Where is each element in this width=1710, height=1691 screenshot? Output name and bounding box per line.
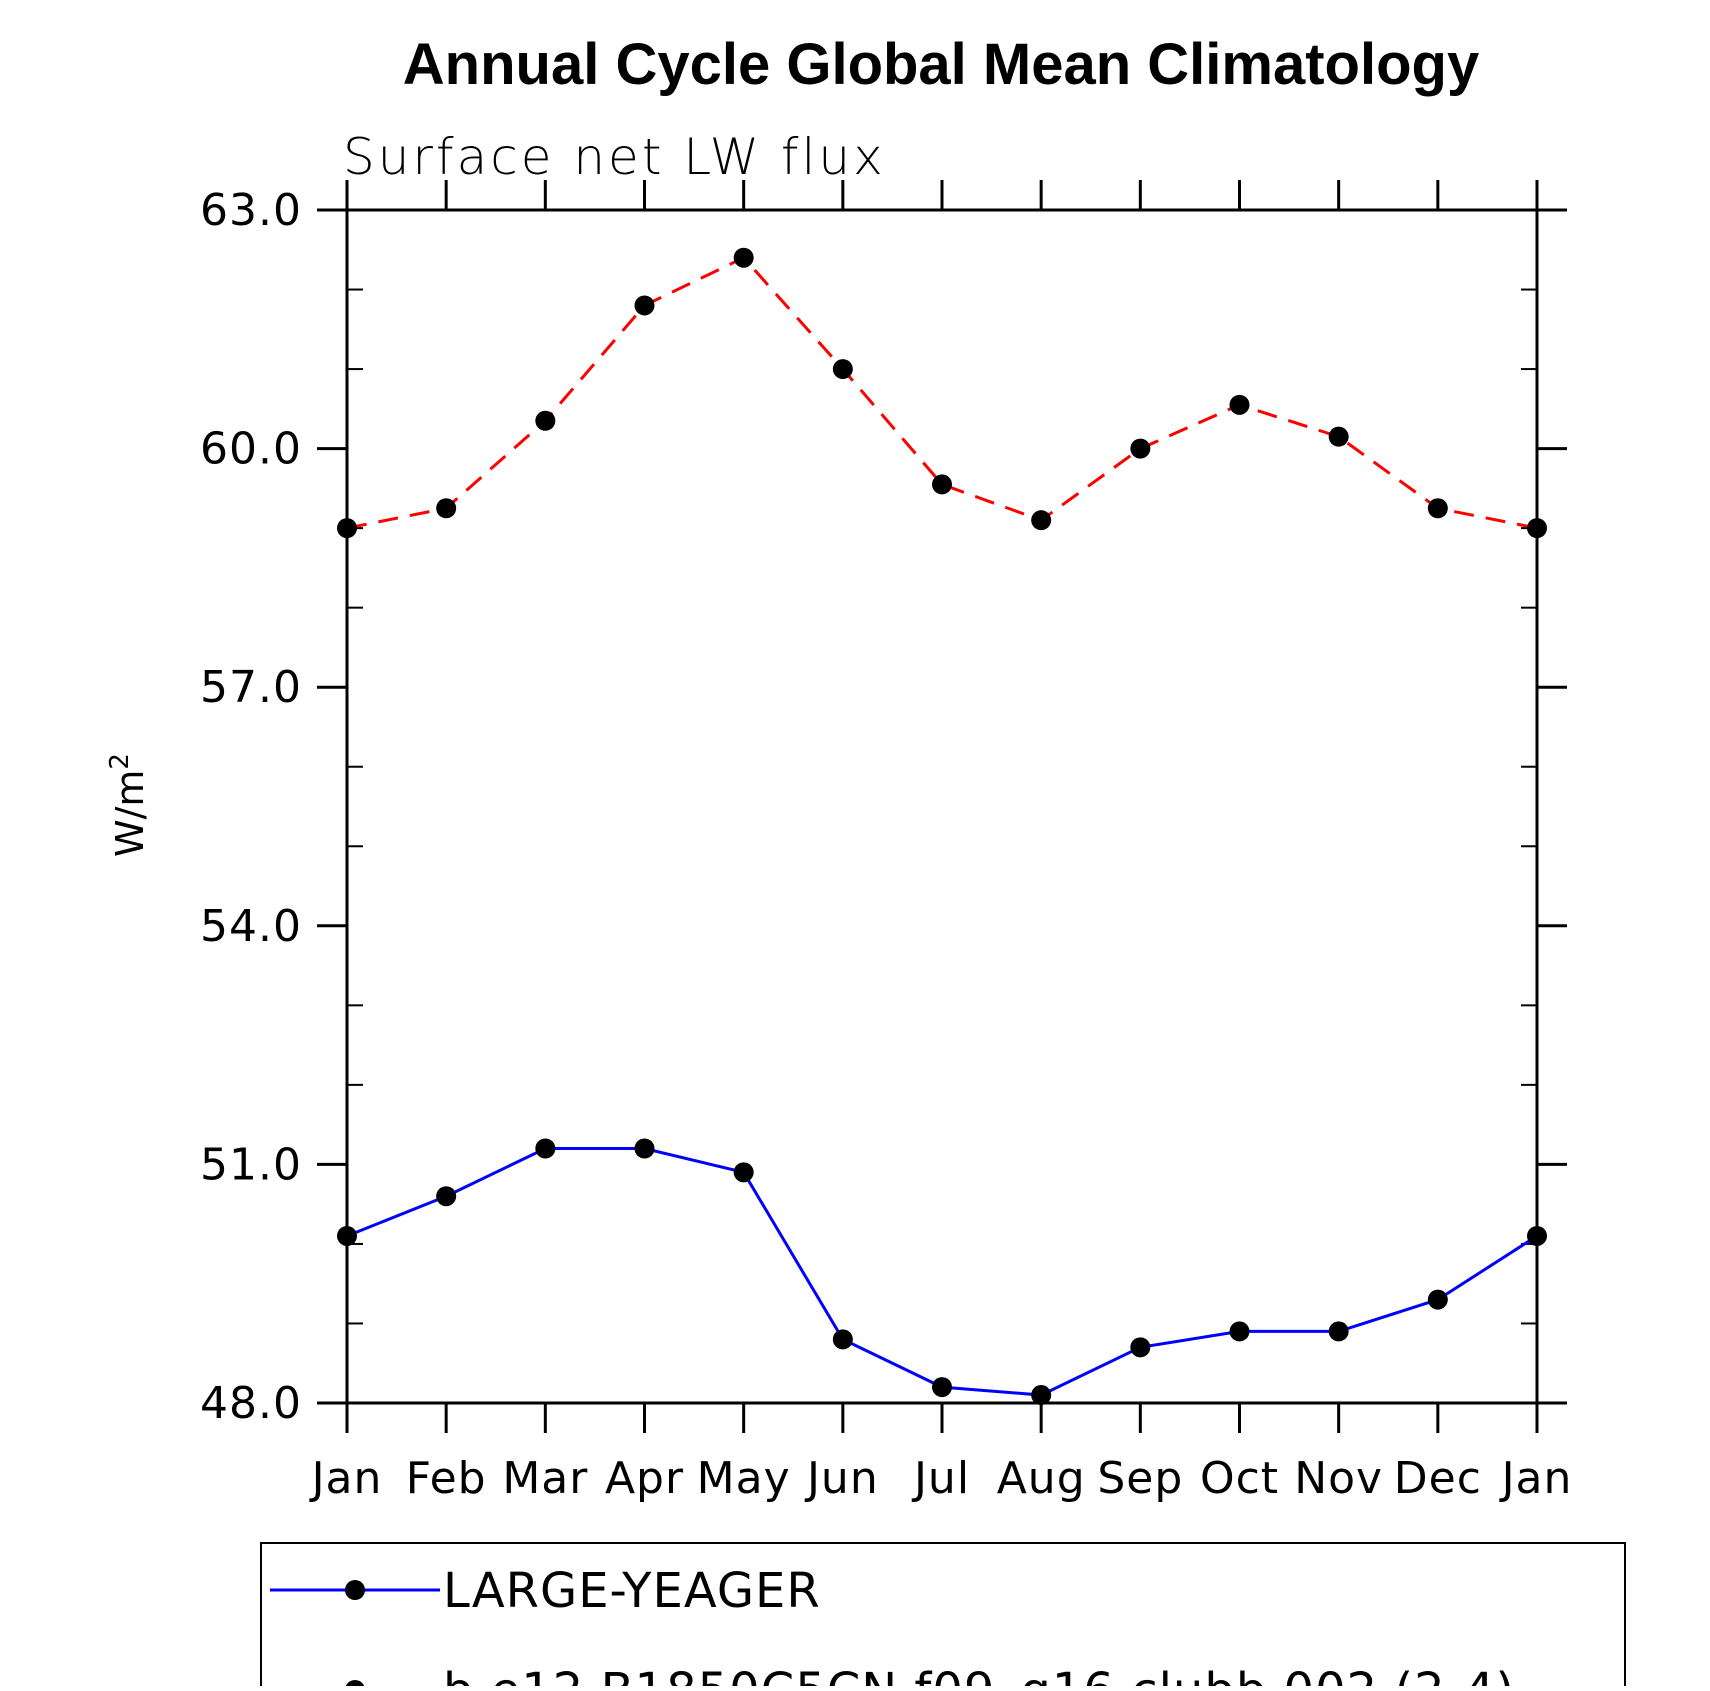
series-1 — [337, 1138, 1547, 1406]
data-point — [337, 518, 357, 539]
x-tick-label: Mar — [502, 1453, 588, 1504]
y-tick-label: 60.0 — [200, 424, 302, 475]
data-point — [1031, 1385, 1052, 1406]
y-tick-label: 57.0 — [200, 662, 302, 713]
data-point — [1527, 1225, 1547, 1246]
x-tick-label: Dec — [1394, 1453, 1482, 1504]
y-axis-ticks: 63.0 60.0 57.0 54.0 51.0 48.0 — [200, 185, 1567, 1429]
data-point — [1229, 394, 1250, 415]
data-point — [1130, 438, 1151, 459]
data-point — [932, 1377, 952, 1398]
data-point — [634, 1138, 655, 1159]
data-point — [1328, 1321, 1349, 1342]
data-point — [1527, 518, 1547, 539]
legend-marker — [345, 1580, 365, 1600]
y-tick-label: 63.0 — [200, 185, 302, 236]
series-line — [346, 1146, 1538, 1397]
legend-label: LARGE-YEAGER — [443, 1563, 821, 1619]
plot-axes — [345, 208, 1539, 1405]
x-tick-label: Jan — [1499, 1453, 1573, 1504]
legend-box — [260, 1542, 1626, 1691]
chart-title: Annual Cycle Global Mean Climatology — [403, 32, 1479, 97]
series-2 — [337, 247, 1547, 539]
x-tick-label: Feb — [406, 1453, 487, 1504]
data-point — [832, 1329, 853, 1350]
legend: LARGE-YEAGER b.e12.B1850C5CN.f09_g16.club… — [260, 1542, 1626, 1691]
data-point — [1031, 510, 1052, 531]
data-point — [436, 1186, 457, 1207]
data-point — [634, 295, 655, 316]
x-tick-label: Nov — [1294, 1453, 1383, 1504]
y-axis-label: W/m2 — [105, 753, 152, 857]
data-point — [733, 247, 754, 268]
data-point — [535, 1138, 556, 1159]
data-point — [337, 1225, 357, 1246]
y-axis-label-superscript: 2 — [105, 753, 135, 770]
plot-frame — [345, 208, 1539, 1405]
x-tick-label: Apr — [605, 1453, 684, 1504]
data-point — [1427, 1289, 1448, 1310]
y-tick-label: 51.0 — [200, 1139, 302, 1190]
data-point — [1130, 1337, 1151, 1358]
data-point — [535, 410, 556, 431]
data-point — [1229, 1321, 1250, 1342]
x-tick-label: May — [697, 1453, 791, 1504]
x-tick-label: Oct — [1200, 1453, 1279, 1504]
data-point — [733, 1162, 754, 1183]
data-point — [832, 359, 853, 380]
data-point — [436, 498, 457, 519]
x-axis-ticks: Jan Feb Mar Apr May Jun Jul Aug Sep Oct Nov Dec Jan — [309, 180, 1573, 1504]
series-layer — [337, 247, 1547, 1406]
x-tick-label: Jul — [911, 1453, 970, 1504]
data-point — [932, 474, 952, 495]
y-tick-label: 48.0 — [200, 1378, 302, 1429]
data-point — [1427, 498, 1448, 519]
legend-label: b.e12.B1850C5CN.f09_g16.clubb.002 (2-4) — [443, 1663, 1515, 1686]
data-point — [1328, 426, 1349, 447]
chart-subtitle: Surface net LW flux — [343, 128, 886, 186]
x-tick-label: Aug — [997, 1453, 1086, 1504]
y-axis-label-text: W/m — [108, 770, 152, 857]
x-tick-label: Jun — [804, 1453, 879, 1504]
x-tick-label: Sep — [1097, 1453, 1183, 1504]
x-tick-label: Jan — [309, 1453, 383, 1504]
y-tick-label: 54.0 — [200, 901, 302, 952]
